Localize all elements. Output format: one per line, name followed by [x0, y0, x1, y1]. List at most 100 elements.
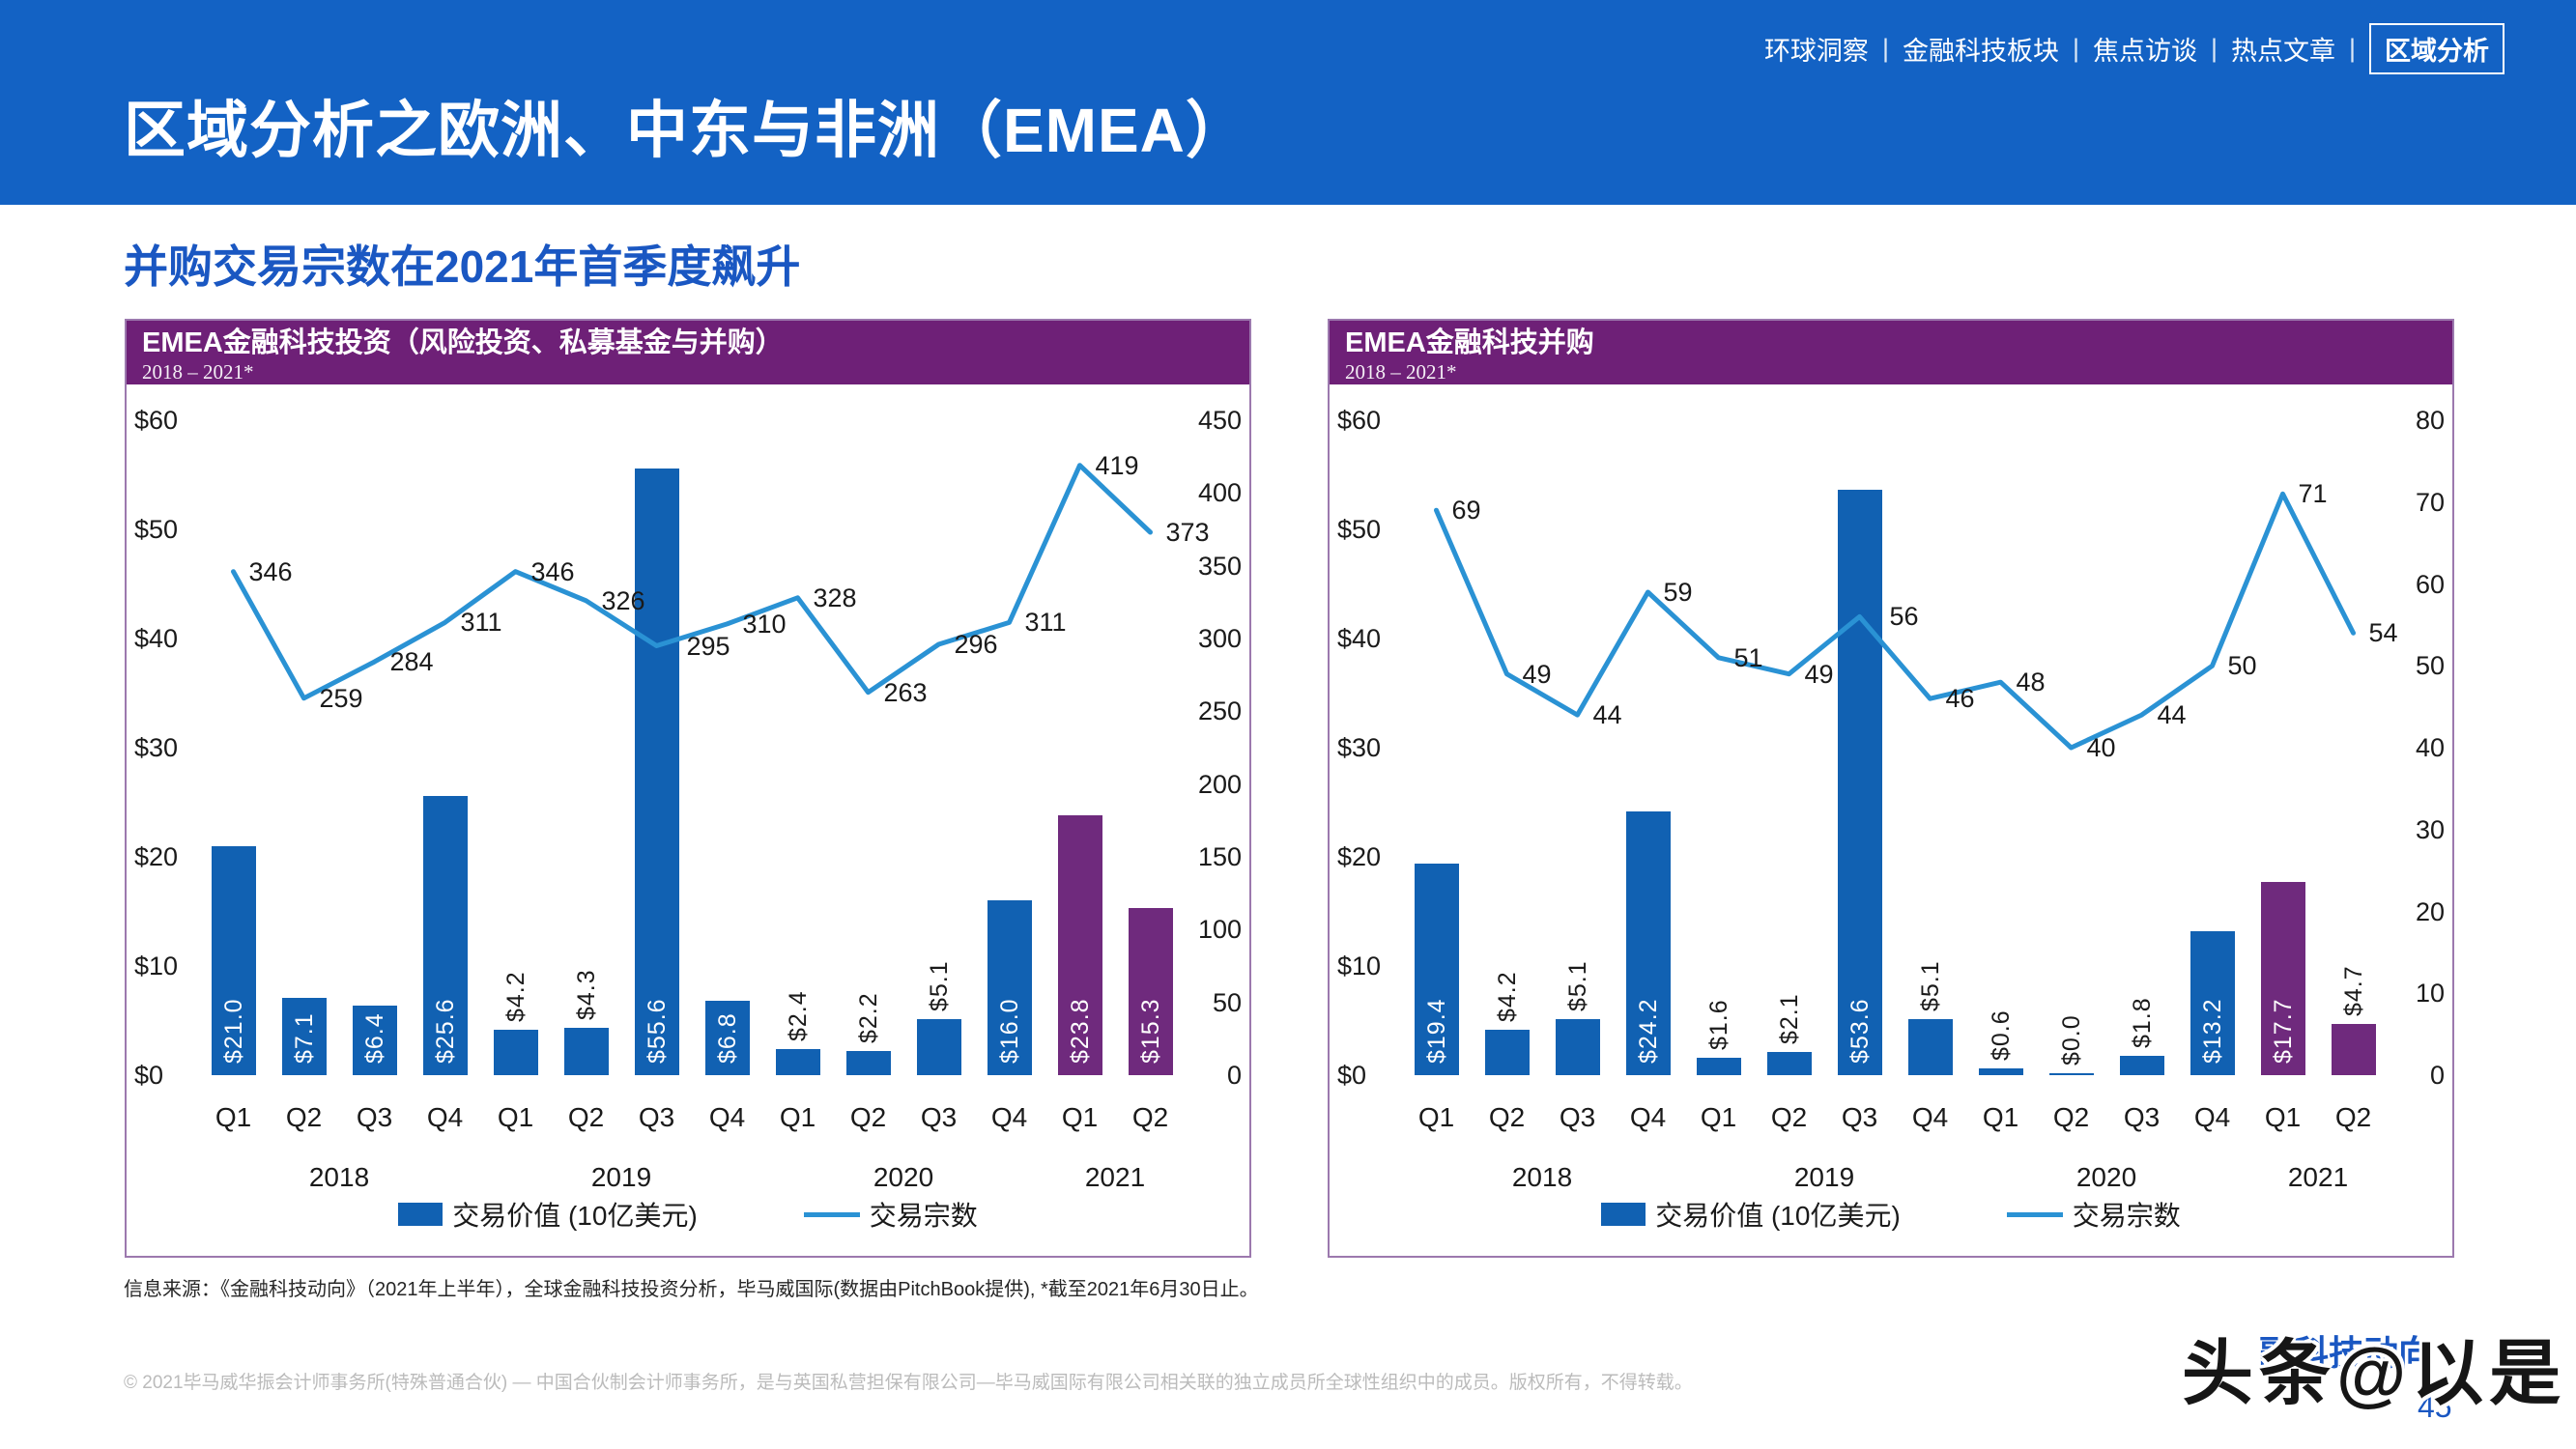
quarter-label: Q1	[779, 1102, 816, 1132]
legend-item-deal-count: 交易宗数	[803, 1195, 978, 1234]
value-bar	[775, 1048, 820, 1075]
right-axis-tick: 10	[2415, 979, 2445, 1009]
value-bar	[987, 900, 1032, 1075]
value-bar	[352, 1005, 397, 1075]
chart-subtitle: 2018 – 2021*	[1345, 360, 1457, 384]
quarter-label: Q4	[1911, 1102, 1949, 1132]
left-axis-tick: $50	[1337, 515, 1382, 544]
page-number: 45	[2418, 1389, 2452, 1424]
chart-title: EMEA金融科技并购	[1345, 327, 1594, 358]
year-label: 2020	[873, 1162, 934, 1192]
right-axis-tick: 40	[2415, 733, 2445, 762]
deal-count-label: 44	[2157, 700, 2187, 730]
deal-count-line	[231, 463, 1153, 701]
value-bar	[2260, 881, 2305, 1075]
nav-separator: |	[2210, 34, 2218, 63]
quarter-label: Q2	[285, 1102, 323, 1132]
quarter-label: Q3	[1841, 1102, 1878, 1132]
deal-count-label: 56	[1889, 602, 1919, 632]
right-axis-tick: 70	[2415, 487, 2445, 517]
nav-item-active[interactable]: 区域分析	[2369, 23, 2504, 74]
deal-count-line	[1434, 491, 2356, 751]
quarter-label: Q2	[849, 1102, 887, 1132]
right-axis-tick: 60	[2415, 569, 2445, 599]
nav-separator: |	[2072, 34, 2079, 63]
nav-separator: |	[1881, 34, 1889, 63]
quarter-label: Q4	[1629, 1102, 1667, 1132]
right-axis-tick: 150	[1197, 842, 1242, 871]
quarter-label: Q4	[708, 1102, 746, 1132]
left-axis-tick: $10	[1337, 952, 1382, 980]
value-bar	[422, 795, 468, 1075]
deal-count-label: 44	[1592, 700, 1622, 730]
right-axis-tick: 20	[2415, 896, 2445, 926]
nav-separator: |	[2348, 34, 2356, 63]
brand-text-fragment: 融科技动向	[2259, 1333, 2434, 1373]
value-bar	[1555, 1019, 1600, 1075]
nav-item[interactable]: 金融科技板块	[1902, 37, 2059, 66]
quarter-label: Q3	[2123, 1102, 2161, 1132]
deal-count-label: 49	[1804, 659, 1834, 689]
chart-subtitle: 2018 – 2021*	[142, 360, 254, 384]
copyright-note: © 2021毕马威华振会计师事务所(特殊普通合伙) — 中国合伙制会计师事务所，…	[124, 1373, 1693, 1393]
toutiao-watermark: 头条@以是	[2182, 1333, 2567, 1413]
top-nav: 环球洞察 | 金融科技板块 | 焦点访谈 | 热点文章 | 区域分析	[1764, 23, 2504, 74]
chart-title: EMEA金融科技投资（风险投资、私募基金与并购）	[142, 327, 784, 358]
right-axis-tick: 50	[2415, 651, 2445, 681]
value-bar	[2190, 930, 2235, 1075]
deal-count-swatch	[803, 1211, 860, 1217]
chart-panel-investment: EMEA金融科技投资（风险投资、私募基金与并购） 2018 – 2021* $6…	[125, 319, 1251, 1258]
right-axis-tick: 200	[1197, 769, 1242, 799]
deal-count-label: 48	[2016, 668, 2046, 697]
nav-item[interactable]: 热点文章	[2230, 37, 2335, 66]
year-label: 2020	[2075, 1162, 2137, 1192]
left-axis-tick: $60	[1337, 406, 1382, 435]
nav-item[interactable]: 环球洞察	[1763, 37, 1869, 66]
right-axis-tick: 100	[1197, 915, 1242, 945]
right-axis-tick: 0	[1226, 1061, 1242, 1090]
legend-label: 交易价值 (10亿美元)	[1655, 1201, 1901, 1231]
left-axis-tick: $50	[134, 515, 179, 544]
quarter-label: Q4	[426, 1102, 464, 1132]
year-label: 2019	[1793, 1162, 1855, 1192]
year-label: 2018	[1511, 1162, 1573, 1192]
legend-item-deal-value: 交易价值 (10亿美元)	[1601, 1195, 1901, 1234]
left-axis-tick: $20	[134, 842, 179, 871]
legend-item-deal-value: 交易价值 (10亿美元)	[398, 1195, 698, 1234]
deal-count-label: 346	[248, 556, 293, 586]
deal-count-label: 49	[1522, 659, 1552, 689]
deal-count-label: 328	[813, 582, 857, 612]
deal-count-label: 296	[954, 630, 998, 660]
quarter-label: Q2	[1770, 1102, 1808, 1132]
deal-count-label: 310	[742, 609, 787, 639]
deal-count-label: 326	[601, 585, 645, 615]
deal-count-label: 346	[530, 556, 575, 586]
deal-count-label: 59	[1663, 577, 1693, 607]
deal-count-label: 295	[686, 631, 730, 661]
value-bar	[1414, 863, 1459, 1075]
quarter-label: Q1	[497, 1102, 534, 1132]
value-bar	[1625, 810, 1671, 1075]
deal-count-label: 311	[460, 608, 502, 638]
deal-count-label: 259	[319, 683, 363, 713]
value-bar	[2331, 1023, 2376, 1075]
quarter-label: Q1	[1982, 1102, 2019, 1132]
value-bar	[563, 1028, 609, 1075]
value-bar	[845, 1051, 891, 1075]
year-label: 2019	[590, 1162, 652, 1192]
nav-item[interactable]: 焦点访谈	[2092, 37, 2197, 66]
quarter-label: Q1	[2264, 1102, 2302, 1132]
deal-count-label: 40	[2086, 733, 2116, 762]
deal-value-swatch	[398, 1203, 444, 1226]
deal-count-label: 284	[389, 647, 434, 677]
deal-count-label: 419	[1095, 450, 1139, 480]
quarter-label: Q4	[2193, 1102, 2231, 1132]
left-axis-tick: $40	[1337, 624, 1382, 653]
right-axis-tick: 350	[1197, 551, 1242, 581]
deal-count-label: 263	[883, 677, 928, 707]
quarter-label: Q2	[2334, 1102, 2372, 1132]
value-bar	[1907, 1019, 1953, 1075]
quarter-label: Q3	[920, 1102, 958, 1132]
deal-count-label: 311	[1024, 608, 1067, 638]
right-axis-tick: 400	[1197, 478, 1242, 508]
